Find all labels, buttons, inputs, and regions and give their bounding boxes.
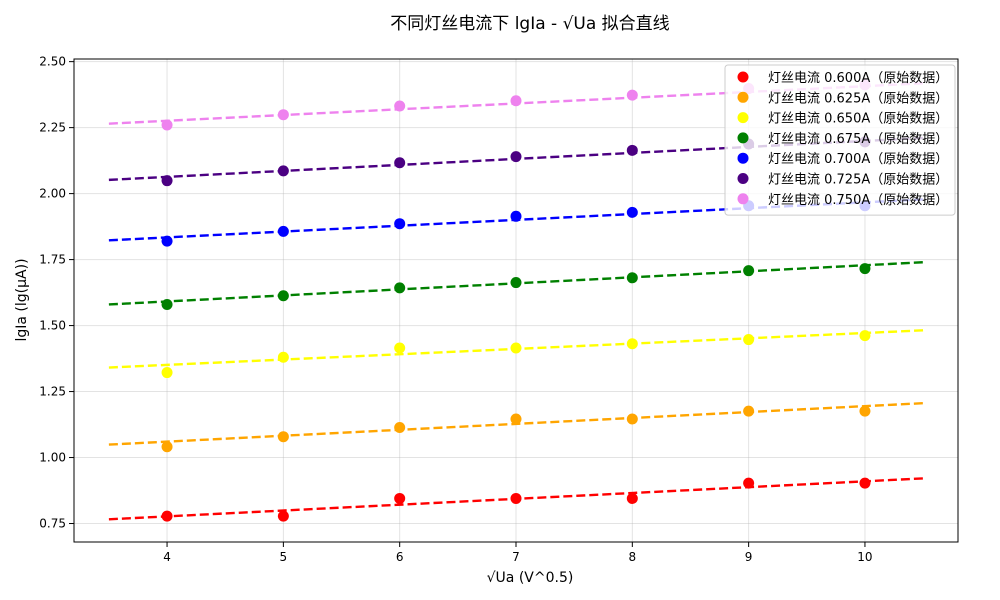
data-point-2-3 (510, 342, 522, 354)
data-point-3-4 (626, 272, 638, 284)
data-point-0-5 (743, 477, 755, 489)
data-point-1-1 (277, 431, 289, 443)
data-point-5-1 (277, 165, 289, 177)
legend-marker (737, 112, 749, 124)
y-tick-label: 1.50 (39, 319, 66, 333)
x-tick-label: 8 (628, 550, 636, 564)
legend-entry: 灯丝电流 0.600A（原始数据） (768, 71, 948, 86)
x-tick-label: 7 (512, 550, 520, 564)
data-point-0-4 (626, 492, 638, 504)
data-point-2-2 (394, 342, 406, 354)
data-point-1-5 (743, 405, 755, 417)
data-point-3-1 (277, 290, 289, 302)
data-point-5-2 (394, 157, 406, 169)
data-point-4-4 (626, 206, 638, 218)
chart-title: 不同灯丝电流下 lgIa - √Ua 拟合直线 (390, 14, 669, 34)
data-point-1-0 (161, 441, 173, 453)
legend: 灯丝电流 0.600A（原始数据） 灯丝电流 0.625A（原始数据） 灯丝电流 0… (724, 64, 956, 216)
data-point-0-0 (161, 510, 173, 522)
legend-entry: 灯丝电流 0.700A（原始数据） (768, 152, 948, 167)
data-point-1-6 (859, 405, 871, 417)
data-point-6-1 (277, 109, 289, 121)
data-point-1-2 (394, 421, 406, 433)
x-tick-label: 10 (857, 550, 872, 564)
x-tick-label: 5 (280, 550, 288, 564)
data-point-0-1 (277, 510, 289, 522)
data-point-3-3 (510, 277, 522, 289)
legend-entry: 灯丝电流 0.650A（原始数据） (768, 112, 948, 127)
y-tick-label: 1.75 (39, 253, 66, 267)
data-point-0-2 (394, 492, 406, 504)
data-point-2-6 (859, 330, 871, 342)
y-tick-label: 1.00 (39, 451, 66, 465)
legend-marker (737, 152, 749, 164)
data-point-5-4 (626, 144, 638, 156)
legend-marker (737, 173, 749, 184)
y-tick-label: 2.00 (39, 187, 66, 201)
data-point-0-6 (859, 477, 871, 489)
data-point-4-2 (394, 218, 406, 230)
legend-marker (737, 193, 749, 205)
legend-marker (737, 91, 749, 103)
x-axis-ticks: 4 5 6 7 8 9 10 (163, 542, 873, 564)
data-point-5-0 (161, 175, 173, 187)
legend-marker (737, 71, 749, 83)
x-tick-label: 9 (745, 550, 753, 564)
data-point-4-0 (161, 235, 173, 247)
legend-entry: 灯丝电流 0.675A（原始数据） (768, 132, 948, 147)
y-tick-label: 2.25 (39, 121, 66, 135)
data-point-2-0 (161, 367, 173, 379)
data-point-6-2 (394, 100, 406, 112)
data-point-6-3 (510, 95, 522, 107)
data-point-1-4 (626, 413, 638, 425)
data-point-2-4 (626, 338, 638, 350)
data-point-0-3 (510, 492, 522, 504)
x-axis-label: √Ua (V^0.5) (487, 570, 574, 586)
data-point-3-2 (394, 282, 406, 294)
data-point-3-0 (161, 298, 173, 310)
y-tick-label: 1.25 (39, 385, 66, 399)
data-point-3-6 (859, 263, 871, 275)
legend-entry: 灯丝电流 0.725A（原始数据） (768, 173, 948, 188)
data-point-2-1 (277, 351, 289, 363)
legend-entry: 灯丝电流 0.750A（原始数据） (768, 193, 948, 208)
data-point-2-5 (743, 334, 755, 346)
data-point-4-3 (510, 210, 522, 222)
y-axis-ticks: 0.75 1.00 1.25 1.50 1.75 2.00 2.25 2.50 (39, 55, 74, 531)
data-point-4-1 (277, 225, 289, 237)
x-tick-label: 6 (396, 550, 404, 564)
y-tick-label: 0.75 (39, 517, 66, 531)
data-point-3-5 (743, 265, 755, 277)
data-point-5-3 (510, 151, 522, 163)
legend-entry: 灯丝电流 0.625A（原始数据） (768, 91, 948, 106)
y-tick-label: 2.50 (39, 55, 66, 69)
x-tick-label: 4 (163, 550, 171, 564)
data-point-1-3 (510, 413, 522, 425)
legend-marker (737, 132, 749, 144)
legend-box (724, 64, 956, 216)
data-point-6-4 (626, 89, 638, 101)
data-point-6-0 (161, 119, 173, 131)
y-axis-label: lgIa (lg(μA)) (14, 258, 30, 341)
